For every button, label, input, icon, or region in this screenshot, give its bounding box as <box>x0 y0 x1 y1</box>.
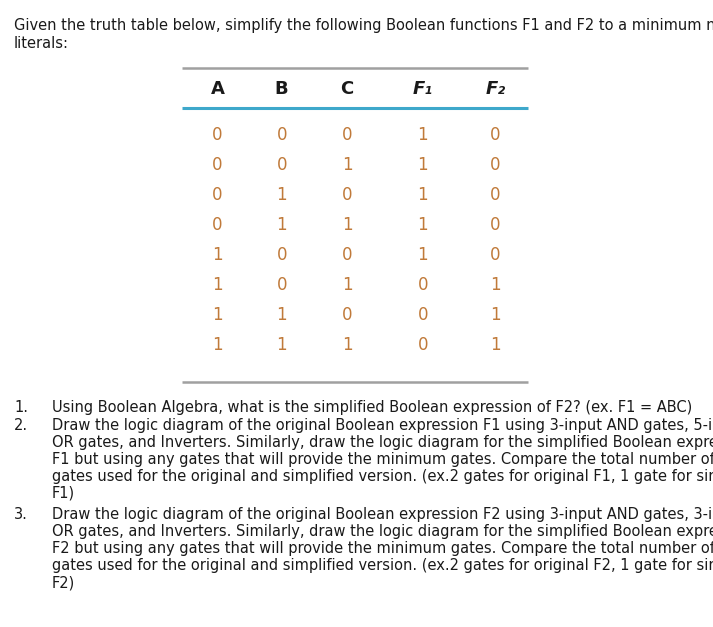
Text: 0: 0 <box>418 306 428 324</box>
Text: 0: 0 <box>342 306 352 324</box>
Text: B: B <box>275 80 289 98</box>
Text: 0: 0 <box>342 126 352 144</box>
Text: F1 but using any gates that will provide the minimum gates. Compare the total nu: F1 but using any gates that will provide… <box>52 452 713 467</box>
Text: 1: 1 <box>418 186 428 204</box>
Text: 0: 0 <box>277 276 287 294</box>
Text: 0: 0 <box>491 246 501 264</box>
Text: 0: 0 <box>342 186 352 204</box>
Text: Given the truth table below, simplify the following Boolean functions F1 and F2 : Given the truth table below, simplify th… <box>14 18 713 33</box>
Text: 0: 0 <box>491 216 501 234</box>
Text: 1: 1 <box>491 306 501 324</box>
Text: 0: 0 <box>491 186 501 204</box>
Text: Using Boolean Algebra, what is the simplified Boolean expression of F2? (ex. F1 : Using Boolean Algebra, what is the simpl… <box>52 400 692 415</box>
Text: 1: 1 <box>418 126 428 144</box>
Text: 2.: 2. <box>14 418 28 433</box>
Text: F2 but using any gates that will provide the minimum gates. Compare the total nu: F2 but using any gates that will provide… <box>52 541 713 556</box>
Text: 0: 0 <box>277 126 287 144</box>
Text: F1): F1) <box>52 486 75 501</box>
Text: 0: 0 <box>418 276 428 294</box>
Text: Draw the logic diagram of the original Boolean expression F1 using 3-input AND g: Draw the logic diagram of the original B… <box>52 418 713 433</box>
Text: 1: 1 <box>418 156 428 174</box>
Text: 0: 0 <box>491 126 501 144</box>
Text: 1: 1 <box>342 156 352 174</box>
Text: 1: 1 <box>212 336 222 354</box>
Text: 1: 1 <box>418 246 428 264</box>
Text: 1: 1 <box>342 276 352 294</box>
Text: gates used for the original and simplified version. (ex.2 gates for original F1,: gates used for the original and simplifi… <box>52 469 713 484</box>
Text: gates used for the original and simplified version. (ex.2 gates for original F2,: gates used for the original and simplifi… <box>52 558 713 573</box>
Text: 0: 0 <box>342 246 352 264</box>
Text: Draw the logic diagram of the original Boolean expression F2 using 3-input AND g: Draw the logic diagram of the original B… <box>52 507 713 522</box>
Text: F₂: F₂ <box>486 80 506 98</box>
Text: 0: 0 <box>212 156 222 174</box>
Text: 0: 0 <box>277 156 287 174</box>
Text: 0: 0 <box>212 216 222 234</box>
Text: C: C <box>341 80 354 98</box>
Text: A: A <box>210 80 225 98</box>
Text: OR gates, and Inverters. Similarly, draw the logic diagram for the simplified Bo: OR gates, and Inverters. Similarly, draw… <box>52 435 713 450</box>
Text: 3.: 3. <box>14 507 28 522</box>
Text: 1: 1 <box>277 336 287 354</box>
Text: 0: 0 <box>491 156 501 174</box>
Text: 1: 1 <box>418 216 428 234</box>
Text: F2): F2) <box>52 575 76 590</box>
Text: 1: 1 <box>491 336 501 354</box>
Text: 1: 1 <box>212 306 222 324</box>
Text: 1.: 1. <box>14 400 28 415</box>
Text: F₁: F₁ <box>413 80 433 98</box>
Text: 1: 1 <box>491 276 501 294</box>
Text: 0: 0 <box>212 186 222 204</box>
Text: 0: 0 <box>277 246 287 264</box>
Text: OR gates, and Inverters. Similarly, draw the logic diagram for the simplified Bo: OR gates, and Inverters. Similarly, draw… <box>52 524 713 539</box>
Text: 1: 1 <box>212 246 222 264</box>
Text: literals:: literals: <box>14 36 69 51</box>
Text: 1: 1 <box>342 336 352 354</box>
Text: 1: 1 <box>277 216 287 234</box>
Text: 1: 1 <box>212 276 222 294</box>
Text: 0: 0 <box>212 126 222 144</box>
Text: 1: 1 <box>342 216 352 234</box>
Text: 0: 0 <box>418 336 428 354</box>
Text: 1: 1 <box>277 306 287 324</box>
Text: 1: 1 <box>277 186 287 204</box>
